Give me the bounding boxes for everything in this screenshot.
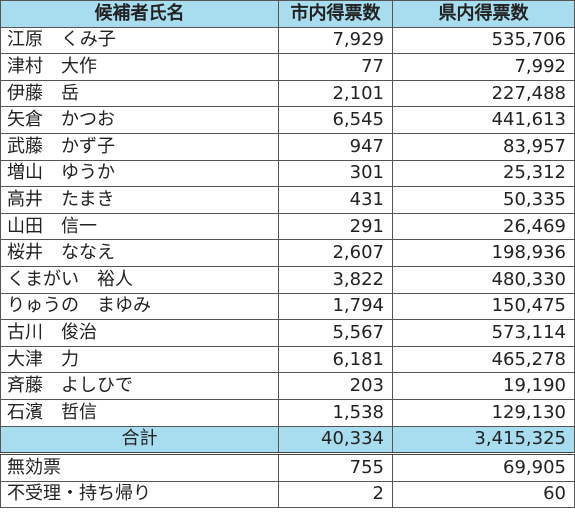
city-votes: 947 bbox=[278, 132, 393, 161]
prefecture-votes: 19,190 bbox=[392, 372, 575, 400]
table-row: 津村 大作 77 7,992 bbox=[0, 53, 575, 81]
city-votes: 1,794 bbox=[278, 292, 393, 321]
candidate-name: 増山 ゆうか bbox=[0, 159, 279, 188]
header-candidate-name: 候補者氏名 bbox=[0, 0, 279, 28]
table-row: 斉藤 よしひで 203 19,190 bbox=[0, 372, 575, 400]
city-votes: 301 bbox=[278, 159, 393, 188]
city-votes: 77 bbox=[278, 53, 393, 81]
prefecture-votes: 129,130 bbox=[392, 398, 575, 427]
invalid-prefecture-votes: 69,905 bbox=[392, 452, 575, 482]
candidate-name: 伊藤 岳 bbox=[0, 79, 279, 108]
candidate-name: りゅうの まゆみ bbox=[0, 292, 279, 321]
candidate-name: 古川 俊治 bbox=[0, 319, 279, 347]
prefecture-votes: 535,706 bbox=[392, 26, 575, 55]
prefecture-votes: 465,278 bbox=[392, 345, 575, 374]
prefecture-votes: 480,330 bbox=[392, 265, 575, 294]
table-row: 矢倉 かつお 6,545 441,613 bbox=[0, 106, 575, 134]
table-row: 武藤 かず子 947 83,957 bbox=[0, 132, 575, 161]
rejected-prefecture-votes: 60 bbox=[392, 480, 575, 509]
table-row: くまがい 裕人 3,822 480,330 bbox=[0, 265, 575, 294]
city-votes: 7,929 bbox=[278, 26, 393, 55]
city-votes: 3,822 bbox=[278, 265, 393, 294]
prefecture-votes: 227,488 bbox=[392, 79, 575, 108]
prefecture-votes: 573,114 bbox=[392, 319, 575, 347]
table-row: 山田 信一 291 26,469 bbox=[0, 212, 575, 241]
city-votes: 6,545 bbox=[278, 106, 393, 134]
candidate-name: 矢倉 かつお bbox=[0, 106, 279, 134]
table-row: 高井 たまき 431 50,335 bbox=[0, 186, 575, 214]
city-votes: 431 bbox=[278, 186, 393, 214]
total-row: 合計 40,334 3,415,325 bbox=[0, 425, 575, 455]
prefecture-votes: 441,613 bbox=[392, 106, 575, 134]
prefecture-votes: 83,957 bbox=[392, 132, 575, 161]
prefecture-votes: 198,936 bbox=[392, 239, 575, 267]
total-label: 合計 bbox=[0, 425, 279, 455]
city-votes: 291 bbox=[278, 212, 393, 241]
total-city-votes: 40,334 bbox=[278, 425, 393, 455]
table-row: 江原 くみ子 7,929 535,706 bbox=[0, 26, 575, 55]
candidate-name: 津村 大作 bbox=[0, 53, 279, 81]
candidate-name: 武藤 かず子 bbox=[0, 132, 279, 161]
table-row: 大津 力 6,181 465,278 bbox=[0, 345, 575, 374]
table-row: 伊藤 岳 2,101 227,488 bbox=[0, 79, 575, 108]
city-votes: 6,181 bbox=[278, 345, 393, 374]
candidate-name: 江原 くみ子 bbox=[0, 26, 279, 55]
prefecture-votes: 7,992 bbox=[392, 53, 575, 81]
candidate-name: くまがい 裕人 bbox=[0, 265, 279, 294]
table-header: 候補者氏名 市内得票数 県内得票数 bbox=[0, 0, 575, 28]
rejected-votes-row: 不受理・持ち帰り 2 60 bbox=[0, 480, 575, 509]
invalid-city-votes: 755 bbox=[278, 452, 393, 482]
invalid-votes-label: 無効票 bbox=[0, 452, 279, 482]
candidate-name: 高井 たまき bbox=[0, 186, 279, 214]
prefecture-votes: 50,335 bbox=[392, 186, 575, 214]
candidate-name: 大津 力 bbox=[0, 345, 279, 374]
city-votes: 2,101 bbox=[278, 79, 393, 108]
table-row: 古川 俊治 5,567 573,114 bbox=[0, 319, 575, 347]
table-row: 桜井 ななえ 2,607 198,936 bbox=[0, 239, 575, 267]
table-body: 江原 くみ子 7,929 535,706 津村 大作 77 7,992 伊藤 岳… bbox=[0, 26, 575, 509]
prefecture-votes: 26,469 bbox=[392, 212, 575, 241]
header-row: 候補者氏名 市内得票数 県内得票数 bbox=[0, 0, 575, 28]
candidate-name: 桜井 ななえ bbox=[0, 239, 279, 267]
table-row: 増山 ゆうか 301 25,312 bbox=[0, 159, 575, 188]
city-votes: 2,607 bbox=[278, 239, 393, 267]
table-row: 石濱 哲信 1,538 129,130 bbox=[0, 398, 575, 427]
rejected-votes-label: 不受理・持ち帰り bbox=[0, 480, 279, 509]
candidate-name: 斉藤 よしひで bbox=[0, 372, 279, 400]
rejected-city-votes: 2 bbox=[278, 480, 393, 509]
city-votes: 1,538 bbox=[278, 398, 393, 427]
city-votes: 5,567 bbox=[278, 319, 393, 347]
header-city-votes: 市内得票数 bbox=[278, 0, 393, 28]
header-prefecture-votes: 県内得票数 bbox=[392, 0, 575, 28]
candidate-name: 山田 信一 bbox=[0, 212, 279, 241]
city-votes: 203 bbox=[278, 372, 393, 400]
prefecture-votes: 25,312 bbox=[392, 159, 575, 188]
invalid-votes-row: 無効票 755 69,905 bbox=[0, 452, 575, 482]
table-row: りゅうの まゆみ 1,794 150,475 bbox=[0, 292, 575, 321]
candidate-name: 石濱 哲信 bbox=[0, 398, 279, 427]
prefecture-votes: 150,475 bbox=[392, 292, 575, 321]
total-prefecture-votes: 3,415,325 bbox=[392, 425, 575, 455]
